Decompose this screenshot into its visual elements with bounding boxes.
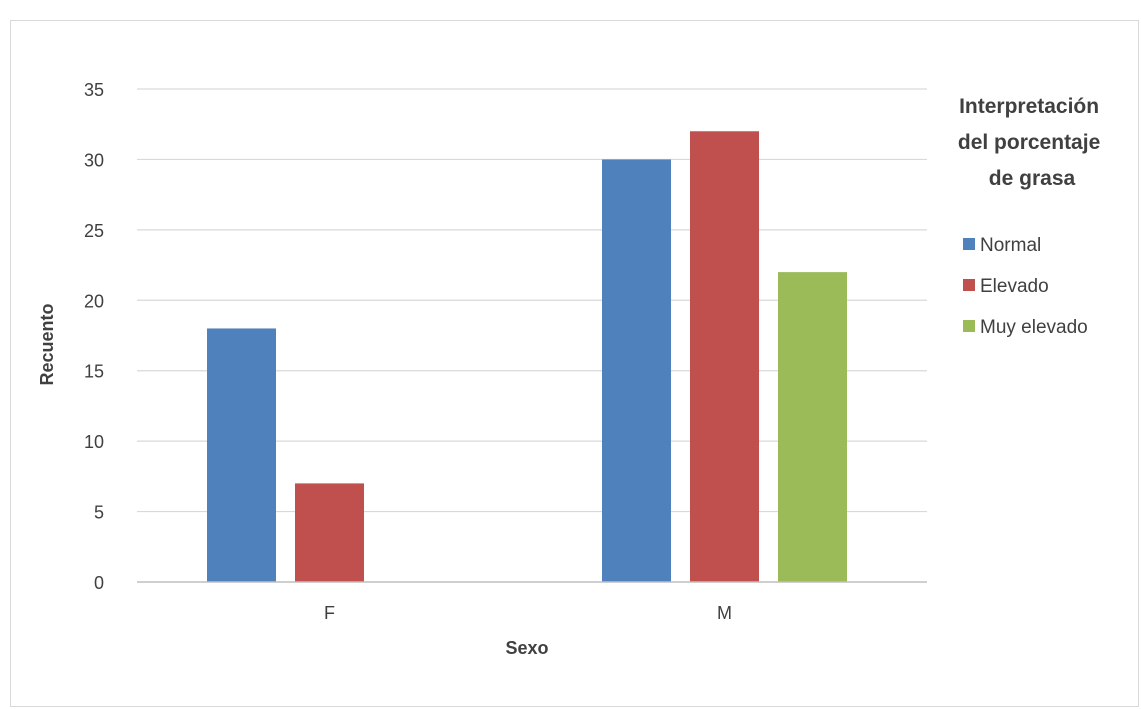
bars — [207, 131, 847, 582]
bar-muy-elevado-m — [778, 272, 847, 582]
y-tick-label: 5 — [94, 503, 104, 523]
bar-elevado-f — [295, 483, 364, 582]
y-tick-label: 0 — [94, 573, 104, 593]
bar-normal-f — [207, 328, 276, 582]
legend-title-line: del porcentaje — [958, 131, 1100, 154]
y-tick-label: 30 — [84, 150, 104, 170]
legend-title-line: de grasa — [989, 167, 1076, 190]
x-axis-title: Sexo — [505, 638, 548, 658]
legend-label: Normal — [980, 235, 1041, 256]
bar-normal-m — [602, 159, 671, 582]
x-tick-label: F — [324, 603, 335, 623]
chart-frame — [10, 20, 1139, 707]
bar-elevado-m — [690, 131, 759, 582]
y-tick-label: 20 — [84, 291, 104, 311]
legend-swatch — [963, 320, 975, 332]
legend-swatch — [963, 279, 975, 291]
y-tick-label: 35 — [84, 80, 104, 100]
legend-label: Muy elevado — [980, 317, 1088, 338]
y-tick-label: 25 — [84, 221, 104, 241]
legend: Interpretación del porcentaje de grasa N… — [958, 95, 1106, 338]
y-axis-ticks: 0 5 10 15 20 25 30 35 — [84, 80, 104, 593]
legend-title: Interpretación del porcentaje de grasa — [958, 95, 1106, 190]
legend-swatch — [963, 238, 975, 250]
legend-items: Normal Elevado Muy elevado — [963, 235, 1088, 338]
legend-label: Elevado — [980, 276, 1049, 297]
legend-title-line: Interpretación — [959, 95, 1099, 118]
y-tick-label: 15 — [84, 362, 104, 382]
x-tick-label: M — [717, 603, 732, 623]
y-axis-title: Recuento — [37, 303, 57, 385]
y-tick-label: 10 — [84, 432, 104, 452]
